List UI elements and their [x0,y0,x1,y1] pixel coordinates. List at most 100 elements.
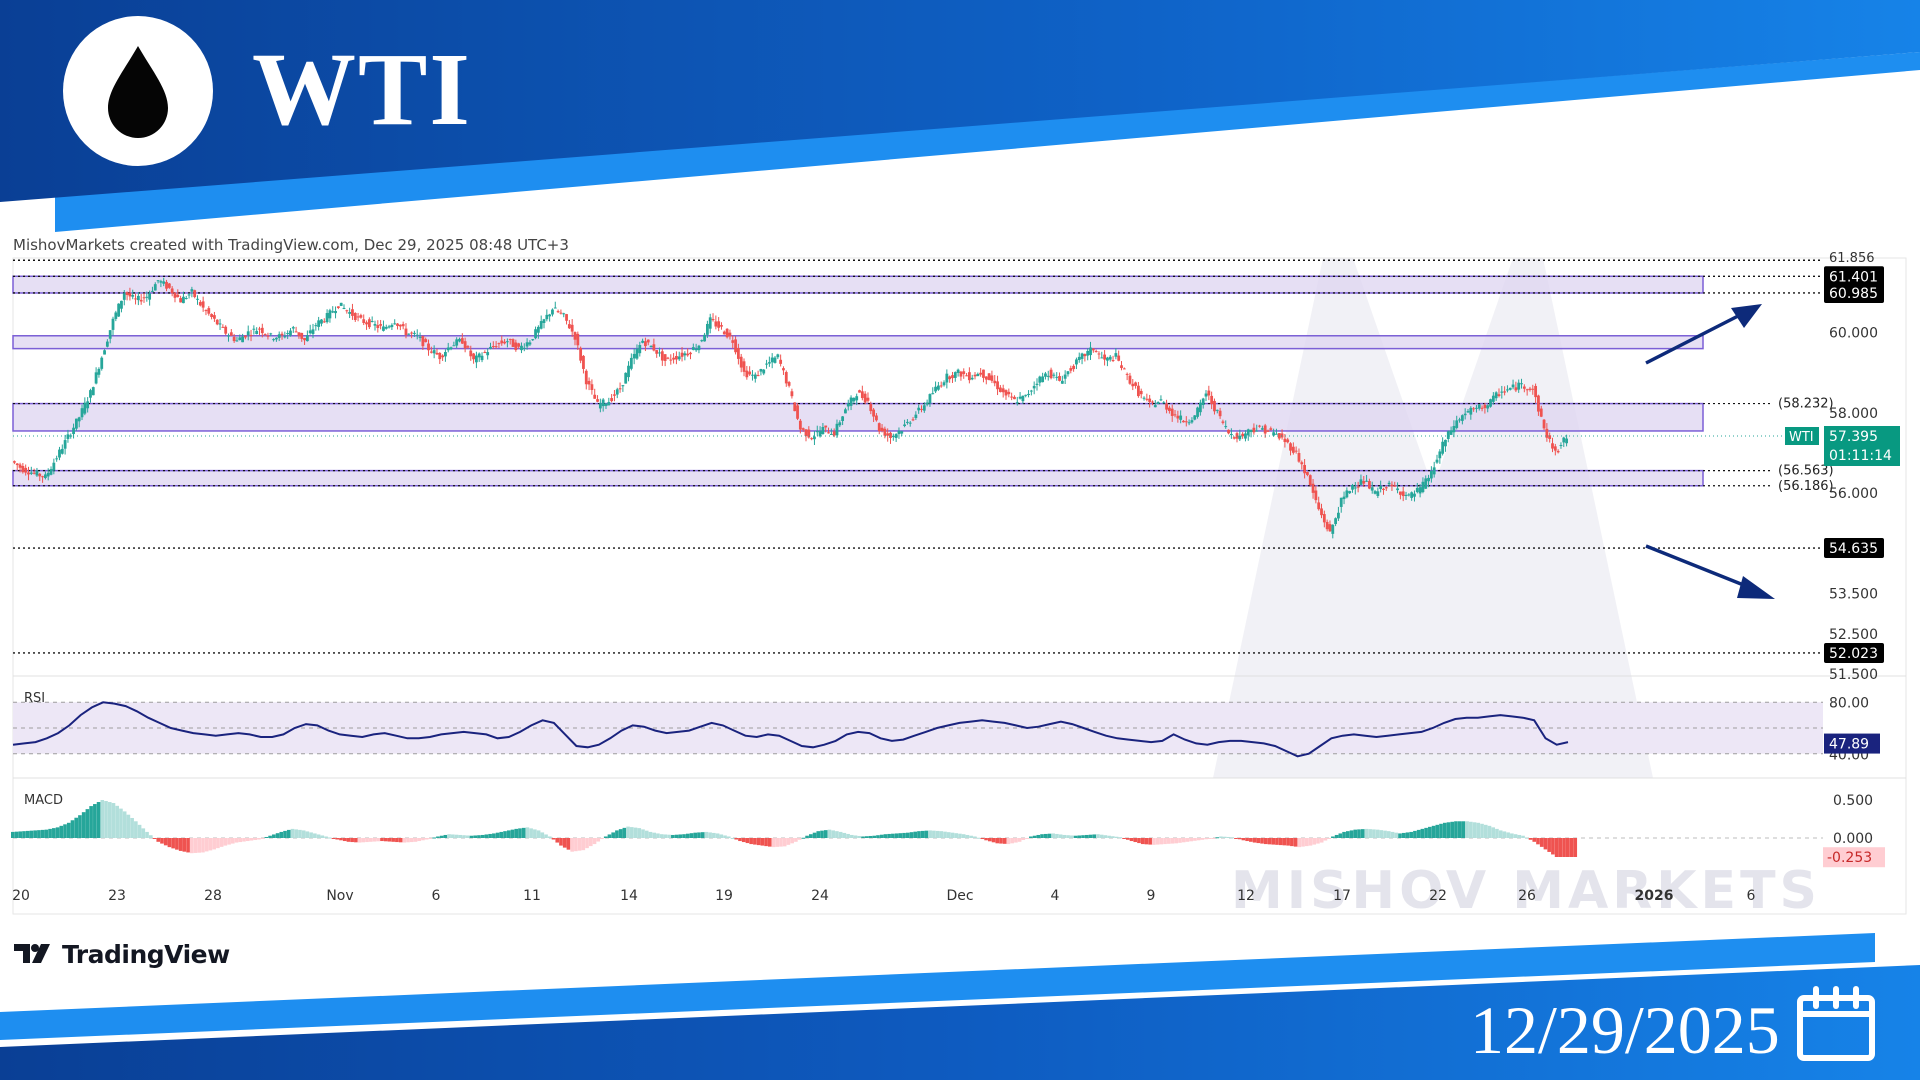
macd-histogram-bar [298,829,302,838]
price-axis[interactable]: 60.000 58.000 56.000 53.500 52.500 51.500 61.8… [1785,251,1900,683]
macd-histogram-bar [924,830,929,838]
macd-histogram-bar [1483,824,1488,838]
macd-histogram-bar [771,838,776,848]
macd-histogram-bar [1465,821,1469,838]
macd-histogram-bar [305,831,310,838]
candle-body [691,347,695,350]
candle-body [852,397,856,402]
candle-body [486,352,490,356]
rsi-value-badge [1824,733,1880,754]
macd-histogram-bar [1469,821,1473,838]
macd-histogram-bar [1196,838,1201,841]
candle-body [1210,395,1214,405]
macd-histogram-bar [872,835,877,838]
macd-histogram-bar [357,838,362,843]
macd-histogram-bar [283,830,287,838]
candle-body [89,390,92,398]
candle-body [1317,502,1321,510]
macd-histogram-bar [178,838,183,851]
price-level-badge-text: 61.401 [1829,269,1878,285]
macd-histogram-bar [145,831,149,838]
macd-histogram-bar [25,830,30,838]
candle-body [305,335,309,342]
candle-body [1401,491,1405,497]
candle-body [1021,395,1025,402]
candle-body [872,409,876,417]
candle-body [156,280,160,282]
macd-histogram-bar [268,835,272,838]
tradingview-label: TradingView [62,939,230,969]
candle-body [567,324,571,329]
macd-histogram-bar [22,831,26,838]
candle-body [280,333,284,336]
macd-histogram-bar [1256,838,1261,844]
candle-body [322,321,326,323]
candle-body [748,371,752,375]
price-level-badge [1824,282,1884,303]
macd-histogram-bar [495,832,500,838]
candle-body [1263,425,1267,434]
macd-histogram-bar [898,833,903,838]
macd-histogram-bar [1092,834,1097,838]
candle-body [1227,429,1230,434]
macd-histogram-bar [816,831,821,838]
candle-body [1339,497,1343,507]
page-title: WTI [252,32,472,147]
candle-body [159,281,163,283]
macd-histogram-bar [1275,838,1279,845]
candle-body [1249,429,1253,432]
candle-body [238,337,242,340]
macd-histogram-bar [958,833,962,838]
candle-body [1153,405,1157,408]
price-level-badge [1824,266,1884,287]
candle-body [897,430,901,435]
candle-body [1531,388,1535,390]
candle-body [841,416,845,422]
macd-histogram-bar [611,832,615,838]
candle-body [542,319,546,323]
support-resistance-zone [12,469,1704,487]
candle-body [522,347,526,349]
macd-histogram-bar [1103,835,1108,838]
macd-histogram-bar [111,803,116,838]
candle-body [821,427,825,435]
candle-body [125,292,129,295]
candle-body [1348,491,1352,494]
candle-body [1506,389,1509,391]
macd-value-badge [1823,847,1885,868]
macd-histogram-bar [1081,835,1085,838]
macd-histogram-bar [443,834,448,838]
candle-body [336,306,340,308]
candle-body [105,341,109,347]
candle-body [15,463,19,466]
macd-histogram-bar [484,834,489,838]
candle-body [1046,375,1050,377]
candle-body [1342,496,1346,500]
candle-body [979,372,983,375]
macd-histogram-bar [245,838,250,842]
macd-histogram-bar [782,838,787,847]
candle-body [734,339,737,353]
macd-histogram-bar [264,836,269,838]
macd-histogram-bar [380,838,384,842]
candle-body [489,346,492,349]
macd-histogram-bar [320,835,325,838]
macd-histogram-bar [156,838,161,842]
candle-body [1365,480,1368,482]
macd-histogram-bar [1405,832,1410,838]
macd-histogram-bar [1234,838,1238,839]
macd-histogram-bar [749,838,753,845]
candle-body [1393,485,1397,487]
candle-body [652,344,656,351]
macd-histogram-bar [130,817,134,838]
macd-histogram-bar [932,830,936,838]
time-axis[interactable]: 20 23 28 Nov 6 11 14 19 24 Dec 4 9 12 17 22 26 2026 6 [12,888,1755,904]
macd-histogram-bar [1006,838,1011,845]
candle-body [1001,388,1005,393]
candle-body [914,414,918,419]
macd-histogram-bar [238,838,243,843]
macd-histogram-bar [909,832,914,838]
macd-histogram-bar [1140,838,1145,845]
candle-body [824,425,828,428]
